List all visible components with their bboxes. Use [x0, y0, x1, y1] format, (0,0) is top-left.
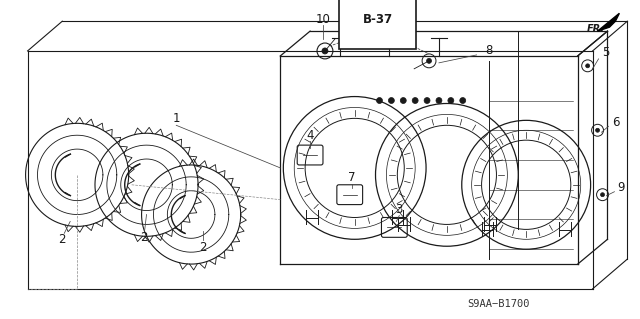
Circle shape: [600, 193, 605, 197]
Text: 1: 1: [173, 112, 180, 125]
Circle shape: [322, 48, 328, 54]
Circle shape: [448, 98, 454, 103]
Circle shape: [586, 64, 589, 68]
Circle shape: [424, 98, 430, 103]
Circle shape: [412, 98, 418, 103]
Circle shape: [400, 98, 406, 103]
Text: 2: 2: [140, 231, 147, 244]
Circle shape: [460, 98, 466, 103]
Text: 2: 2: [58, 233, 66, 246]
Circle shape: [596, 128, 600, 132]
Text: 9: 9: [618, 181, 625, 194]
Text: 4: 4: [307, 129, 314, 142]
Circle shape: [427, 58, 431, 63]
Circle shape: [388, 98, 394, 103]
Text: 2: 2: [199, 241, 207, 254]
Text: S9AA−B1700: S9AA−B1700: [467, 299, 530, 309]
Text: FR.: FR.: [587, 24, 605, 34]
Text: 7: 7: [348, 171, 355, 184]
Text: 5: 5: [602, 47, 609, 59]
Circle shape: [376, 98, 383, 103]
Polygon shape: [598, 13, 620, 31]
Text: 3: 3: [396, 203, 403, 216]
Text: 6: 6: [612, 116, 619, 129]
Text: 8: 8: [485, 44, 492, 57]
Circle shape: [436, 98, 442, 103]
Text: 10: 10: [316, 13, 330, 26]
Text: B-37: B-37: [362, 13, 392, 26]
